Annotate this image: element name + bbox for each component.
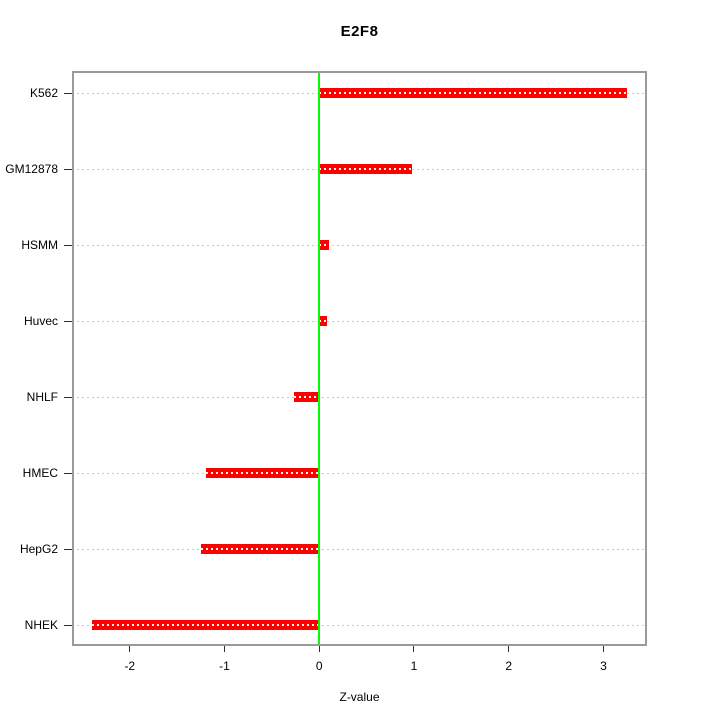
y-axis-label: GM12878 (5, 162, 58, 176)
y-axis-label: HMEC (22, 466, 58, 480)
grid-line (72, 244, 647, 246)
bar-huvec (319, 316, 327, 326)
x-tick-label: 2 (505, 659, 513, 673)
x-axis-tick (224, 646, 225, 652)
y-axis-label: HSMM (21, 238, 58, 252)
zero-reference-line (318, 71, 321, 646)
x-axis-tick (602, 646, 604, 652)
x-tick-label: 0 (315, 659, 323, 673)
bar-gm12878 (319, 164, 413, 174)
bar-k562 (319, 88, 628, 98)
y-axis-label: K562 (29, 86, 58, 100)
bar-hmec (205, 468, 320, 478)
bar-nhlf (293, 392, 320, 402)
grid-line (72, 320, 647, 322)
x-tick-label: -2 (124, 659, 136, 673)
y-axis-tick (64, 396, 72, 398)
x-tick-label: 3 (600, 659, 607, 673)
y-axis-tick (64, 320, 72, 322)
grid-line (72, 396, 647, 398)
grid-line (72, 624, 647, 626)
y-axis-tick (64, 472, 72, 474)
y-axis-label: HepG2 (19, 542, 58, 556)
y-axis-tick (64, 548, 72, 550)
x-axis-tick (129, 646, 131, 652)
plot-area (72, 71, 647, 646)
y-axis-tick (64, 92, 72, 94)
bar-hepg2 (200, 544, 320, 554)
bar-nhek (91, 620, 320, 630)
y-axis-label: NHEK (24, 618, 58, 632)
x-axis-tick (318, 646, 320, 652)
bar-hsmm (319, 240, 330, 250)
plot-border (72, 71, 647, 646)
y-axis-tick (64, 624, 72, 626)
x-tick-label: 1 (410, 659, 418, 673)
x-tick-label: -1 (219, 659, 230, 673)
y-axis-label: Huvec (23, 314, 58, 328)
chart-title: E2F8 (340, 23, 379, 40)
y-axis-tick (64, 244, 72, 246)
y-axis-tick (64, 168, 72, 170)
grid-line (72, 548, 647, 550)
x-axis-label: Z-value (339, 690, 380, 704)
y-axis-label: NHLF (26, 390, 58, 404)
x-axis-tick (413, 646, 415, 652)
grid-line (72, 472, 647, 474)
x-axis-tick (508, 646, 510, 652)
